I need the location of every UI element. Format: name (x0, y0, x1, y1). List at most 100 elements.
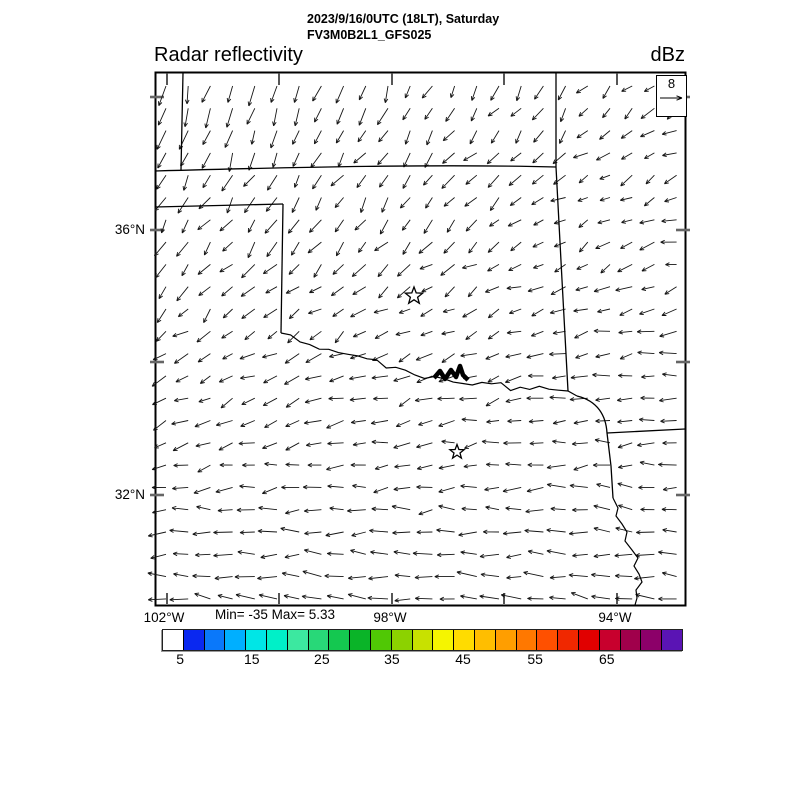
wind-arrow (234, 574, 255, 580)
wind-arrow (418, 420, 433, 426)
wind-arrow (393, 375, 411, 382)
wind-arrow (197, 353, 211, 363)
wind-arrow (617, 263, 633, 273)
wind-arrow (239, 484, 255, 489)
wind-arrow (271, 152, 278, 168)
wind-arrow (617, 419, 633, 424)
wind-arrow (349, 375, 366, 381)
wind-arrow (468, 241, 478, 254)
wind-arrow (657, 550, 677, 555)
wind-arrow (264, 461, 278, 467)
wind-arrow (599, 174, 611, 180)
wind-arrow (374, 330, 389, 339)
wind-arrow (624, 108, 633, 120)
wind-arrow (419, 263, 433, 270)
wind-arrow (530, 330, 544, 337)
wind-arrow (184, 85, 190, 105)
wind-arrow (239, 530, 255, 535)
wind-arrow (487, 174, 500, 188)
wind-arrow (658, 596, 677, 602)
wind-arrow (575, 286, 588, 292)
wind-arrow (151, 485, 167, 490)
wind-arrow (246, 108, 256, 125)
wind-arrow (283, 594, 300, 600)
wind-arrow (602, 85, 611, 99)
wind-arrow (247, 219, 256, 233)
wind-arrow (620, 241, 633, 249)
wind-arrow (644, 152, 655, 160)
wind-arrow (527, 462, 544, 468)
wind-arrow (593, 504, 611, 511)
state-border (576, 395, 614, 499)
plot-header: 2023/9/16/0UTC (18LT), Saturday FV3M0B2L1… (307, 11, 499, 43)
wind-arrow (531, 174, 544, 185)
wind-arrow (574, 330, 589, 339)
wind-arrow (617, 442, 633, 449)
wind-arrow (461, 417, 477, 422)
wind-arrow (510, 241, 522, 252)
datetime-title: 2023/9/16/0UTC (18LT), Saturday (307, 12, 500, 26)
minmax-label: Min= -35 Max= 5.33 (214, 607, 336, 622)
wind-arrow (640, 507, 655, 512)
wind-arrow (376, 108, 389, 126)
wind-arrow (484, 286, 500, 293)
wind-arrow (202, 130, 211, 146)
wind-arrow (373, 308, 389, 314)
wind-arrow (480, 572, 500, 578)
wind-arrow (265, 286, 278, 294)
wind-arrow (219, 462, 233, 468)
state-border (154, 203, 284, 208)
wind-arrow (172, 330, 189, 338)
wind-arrow (301, 594, 322, 600)
wind-arrow (177, 197, 189, 214)
wind-arrow (551, 375, 566, 380)
wind-arrow (618, 504, 633, 511)
wind-arrow (393, 486, 411, 492)
wind-arrow (600, 264, 611, 274)
wind-arrow (591, 594, 611, 600)
wind-arrow (240, 286, 256, 297)
wind-arrow (154, 442, 167, 449)
wind-arrow (247, 85, 256, 107)
wind-arrow (524, 528, 544, 534)
sabine-river (612, 497, 643, 606)
wind-arrow (662, 528, 677, 533)
model-name: FV3M0B2L1_GFS025 (307, 28, 432, 42)
wind-arrow (194, 552, 211, 558)
wind-arrow (635, 553, 655, 558)
wind-arrow (443, 241, 455, 254)
wind-arrow (371, 506, 389, 512)
wind-arrow (258, 505, 278, 511)
wind-arrow (247, 241, 256, 259)
colorbar-cell (204, 630, 226, 650)
wind-arrow (352, 330, 366, 338)
wind-arrow (599, 130, 611, 140)
wind-arrow (264, 420, 278, 429)
wind-arrow (570, 375, 588, 380)
wind-arrow (337, 152, 345, 168)
wind-arrow (267, 330, 278, 340)
wind-arrow (285, 509, 300, 515)
wind-arrow (515, 130, 522, 144)
wind-arrow (658, 462, 677, 467)
wind-arrow (285, 286, 300, 294)
wind-arrow (213, 530, 233, 535)
wind-arrow (312, 85, 322, 102)
wind-arrow (507, 418, 522, 424)
wind-arrow (469, 130, 478, 145)
wind-arrow (308, 219, 322, 233)
wind-arrow (597, 308, 611, 314)
wind-arrow (460, 483, 477, 489)
wind-arrow (335, 241, 344, 257)
colorbar-cell (246, 630, 267, 650)
wind-arrow (416, 464, 433, 471)
wind-arrow (304, 531, 322, 536)
wind-arrow (396, 264, 411, 277)
wind-arrow (285, 397, 300, 408)
colorbar-cell (225, 630, 247, 650)
wind-arrow (635, 593, 655, 600)
wind-arrow (221, 330, 233, 339)
wind-arrow (160, 219, 167, 234)
colorbar-tick-label: 45 (455, 651, 471, 667)
